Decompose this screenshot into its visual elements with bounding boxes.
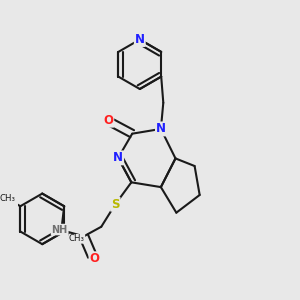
Text: N: N [156,122,166,135]
Text: S: S [111,198,120,211]
Text: CH₃: CH₃ [0,194,16,203]
Text: N: N [113,152,123,164]
Text: N: N [135,33,145,46]
Text: O: O [103,114,113,127]
Text: NH: NH [52,224,68,235]
Text: CH₃: CH₃ [69,234,85,243]
Text: O: O [89,252,100,265]
